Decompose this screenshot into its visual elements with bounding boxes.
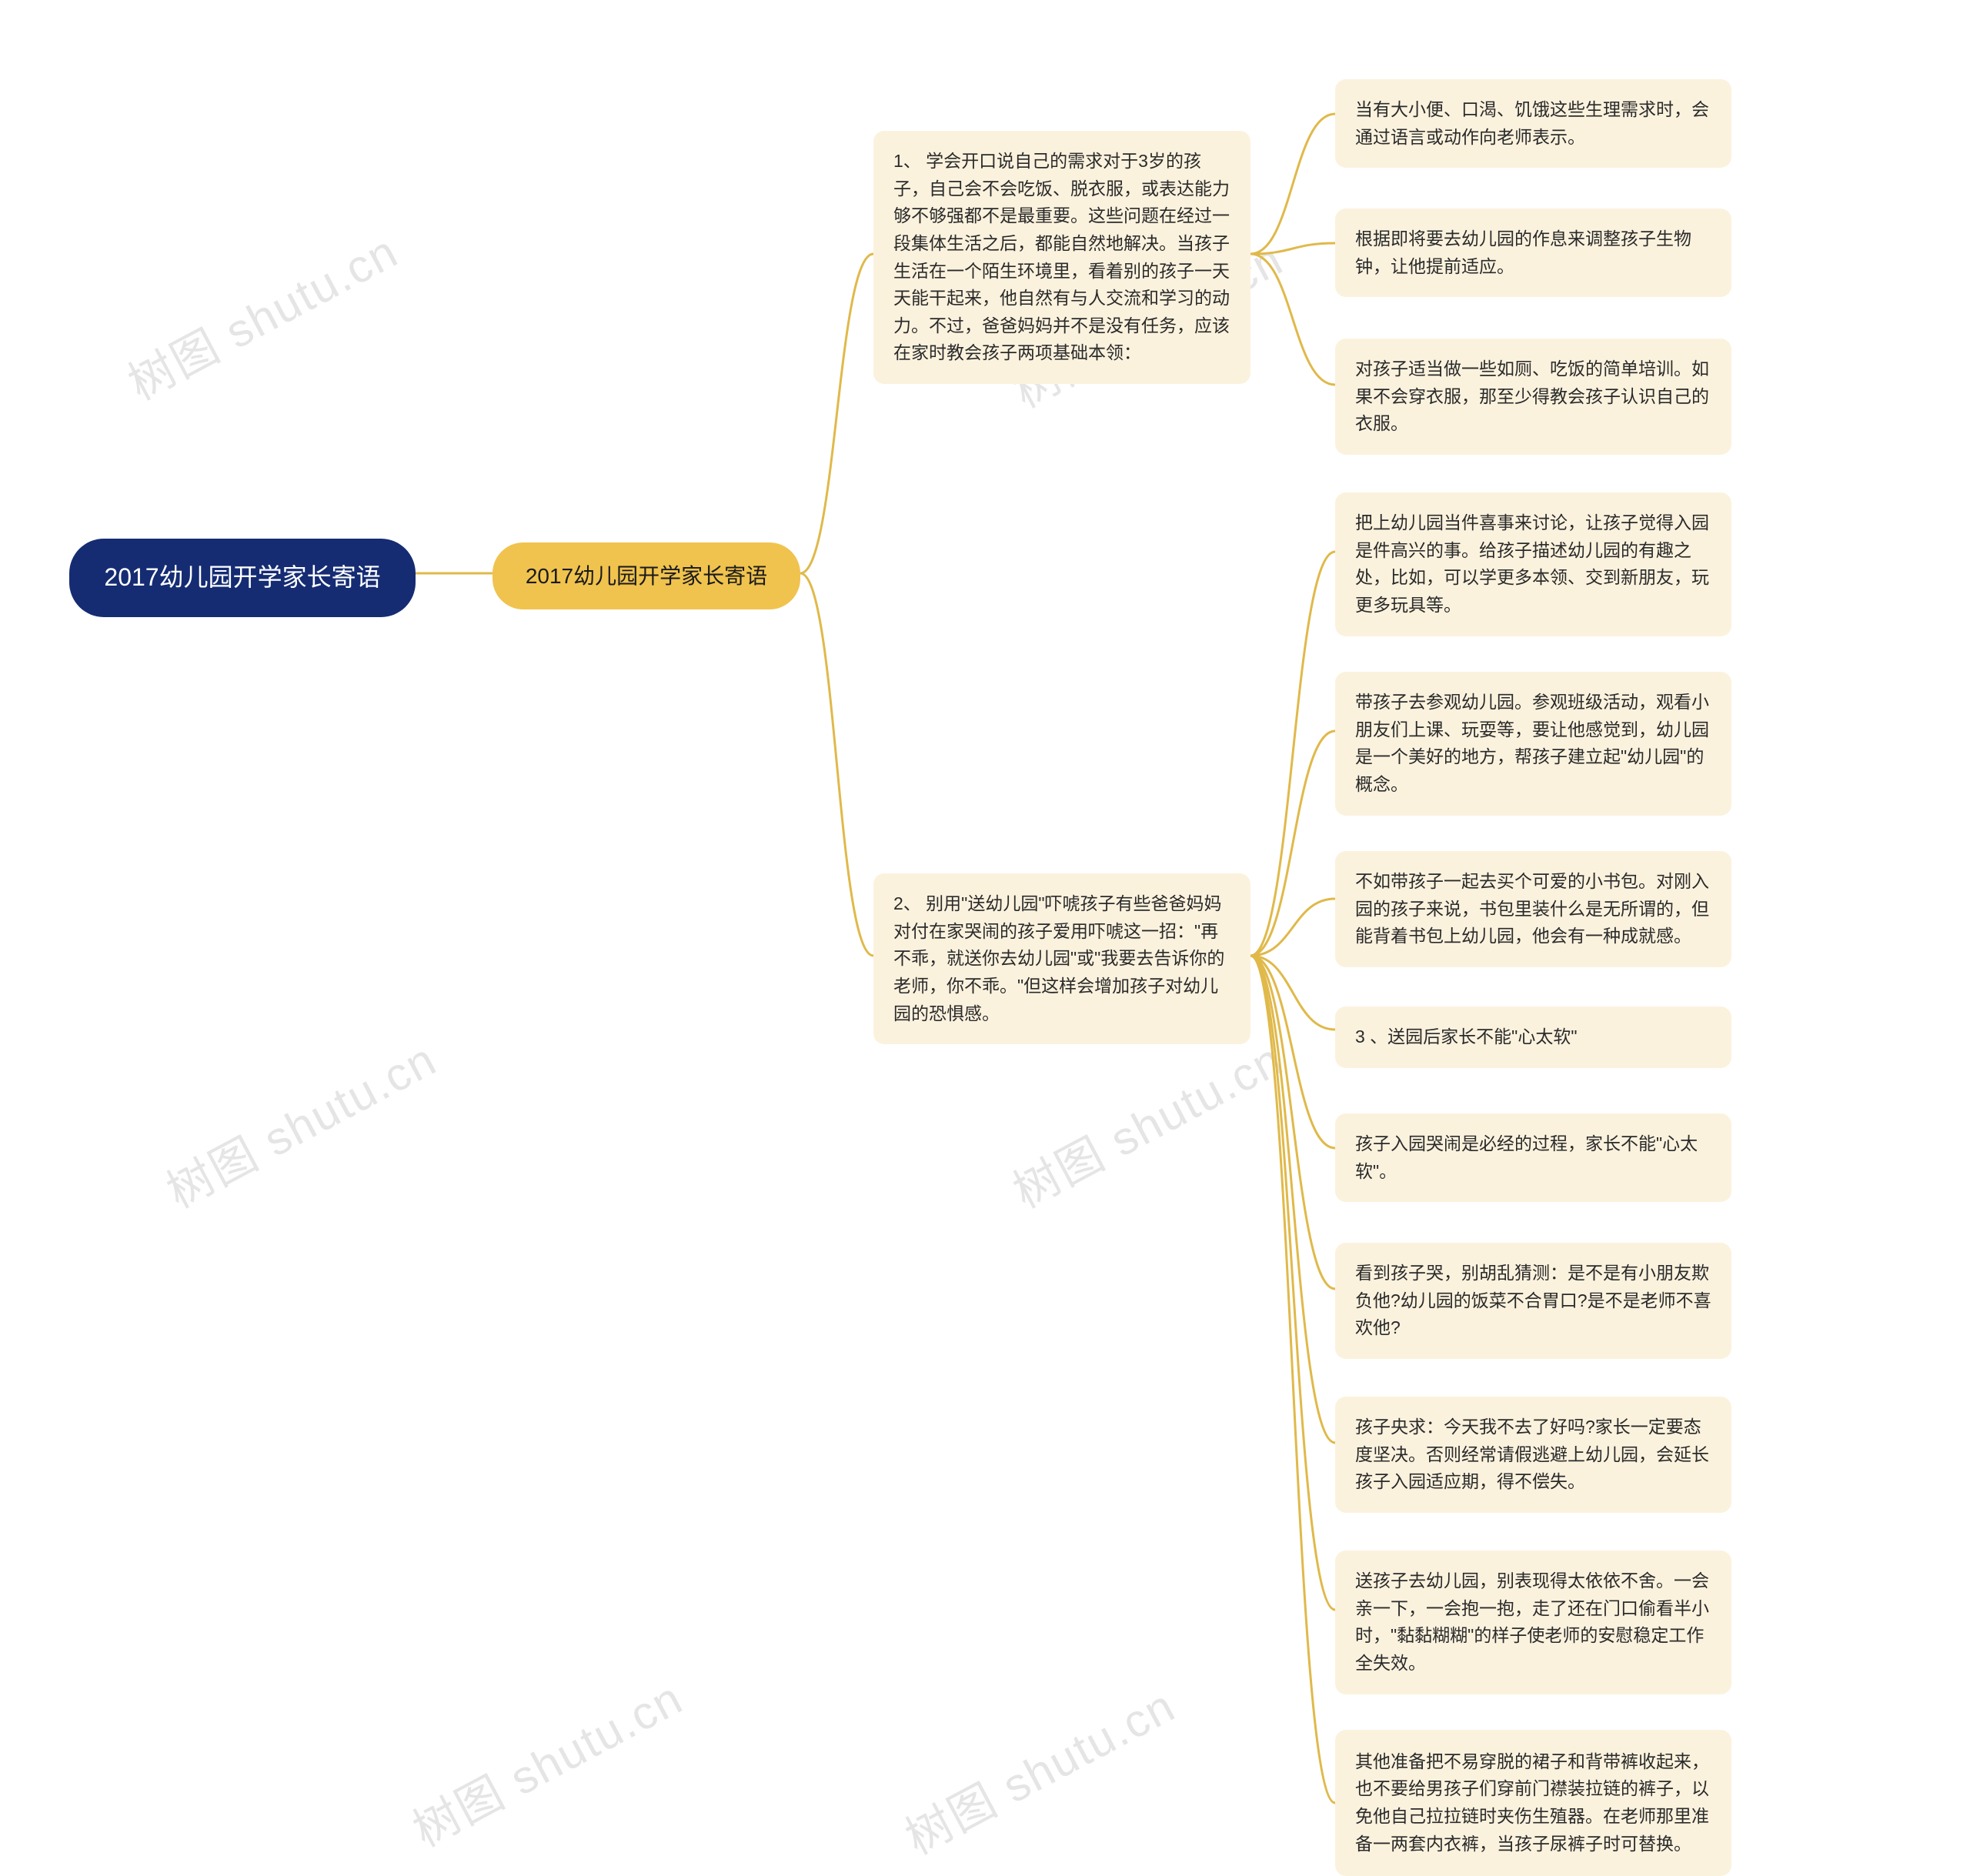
level3-node[interactable]: 对孩子适当做一些如厕、吃饭的简单培训。如果不会穿衣服，那至少得教会孩子认识自己的… [1335, 339, 1731, 455]
edge [800, 254, 873, 573]
level3-node[interactable]: 3 、送园后家长不能"心太软" [1335, 1006, 1731, 1068]
watermark: 树图 shutu.cn [892, 1669, 1185, 1868]
node-label: 把上幼儿园当件喜事来讨论，让孩子觉得入园是件高兴的事。给孩子描述幼儿园的有趣之处… [1355, 509, 1711, 619]
edge [800, 573, 873, 956]
node-label: 2、 别用"送幼儿园"吓唬孩子有些爸爸妈妈对付在家哭闹的孩子爱用吓唬这一招："再… [893, 890, 1230, 1027]
level3-node[interactable]: 送孩子去幼儿园，别表现得太依依不舍。一会亲一下，一会抱一抱，走了还在门口偷看半小… [1335, 1551, 1731, 1694]
level3-node[interactable]: 不如带孩子一起去买个可爱的小书包。对刚入园的孩子来说，书包里装什么是无所谓的，但… [1335, 851, 1731, 967]
node-label: 根据即将要去幼儿园的作息来调整孩子生物钟，让他提前适应。 [1355, 225, 1711, 280]
level3-node[interactable]: 看到孩子哭，别胡乱猜测：是不是有小朋友欺负他?幼儿园的饭菜不合胃口?是不是老师不… [1335, 1243, 1731, 1359]
node-label: 2017幼儿园开学家长寄语 [526, 559, 767, 593]
node-label: 2017幼儿园开学家长寄语 [104, 559, 380, 597]
node-label: 其他准备把不易穿脱的裙子和背带裤收起来，也不要给男孩子们穿前门襟装拉链的裤子，以… [1355, 1748, 1711, 1858]
level3-node[interactable]: 孩子入园哭闹是必经的过程，家长不能"心太软"。 [1335, 1113, 1731, 1202]
edge [1250, 956, 1335, 1289]
root-node[interactable]: 2017幼儿园开学家长寄语 [69, 539, 416, 617]
level3-node[interactable]: 把上幼儿园当件喜事来讨论，让孩子觉得入园是件高兴的事。给孩子描述幼儿园的有趣之处… [1335, 492, 1731, 636]
level1-node[interactable]: 2017幼儿园开学家长寄语 [492, 542, 800, 609]
node-label: 看到孩子哭，别胡乱猜测：是不是有小朋友欺负他?幼儿园的饭菜不合胃口?是不是老师不… [1355, 1260, 1711, 1342]
edge [1250, 552, 1335, 956]
node-label: 1、 学会开口说自己的需求对于3岁的孩子，自己会不会吃饭、脱衣服，或表达能力够不… [893, 148, 1230, 367]
node-label: 送孩子去幼儿园，别表现得太依依不舍。一会亲一下，一会抱一抱，走了还在门口偷看半小… [1355, 1567, 1711, 1677]
level3-node[interactable]: 根据即将要去幼儿园的作息来调整孩子生物钟，让他提前适应。 [1335, 209, 1731, 297]
edge [1250, 114, 1335, 254]
level3-node[interactable]: 当有大小便、口渴、饥饿这些生理需求时，会通过语言或动作向老师表示。 [1335, 79, 1731, 168]
watermark: 树图 shutu.cn [115, 215, 408, 413]
edge [1250, 731, 1335, 956]
watermark: 树图 shutu.cn [153, 1023, 446, 1221]
edge [1250, 956, 1335, 1610]
edge [1250, 956, 1335, 1443]
node-label: 当有大小便、口渴、饥饿这些生理需求时，会通过语言或动作向老师表示。 [1355, 96, 1711, 151]
edge [1250, 956, 1335, 1030]
node-label: 孩子央求：今天我不去了好吗?家长一定要态度坚决。否则经常请假逃避上幼儿园，会延长… [1355, 1414, 1711, 1496]
edge [1250, 899, 1335, 956]
watermark: 树图 shutu.cn [399, 1661, 693, 1860]
level3-node[interactable]: 其他准备把不易穿脱的裙子和背带裤收起来，也不要给男孩子们穿前门襟装拉链的裤子，以… [1335, 1730, 1731, 1876]
edge [1250, 243, 1335, 254]
node-label: 带孩子去参观幼儿园。参观班级活动，观看小朋友们上课、玩耍等，要让他感觉到，幼儿园… [1355, 689, 1711, 799]
node-label: 3 、送园后家长不能"心太软" [1355, 1023, 1578, 1051]
level3-node[interactable]: 带孩子去参观幼儿园。参观班级活动，观看小朋友们上课、玩耍等，要让他感觉到，幼儿园… [1335, 672, 1731, 816]
level2-node[interactable]: 1、 学会开口说自己的需求对于3岁的孩子，自己会不会吃饭、脱衣服，或表达能力够不… [873, 131, 1250, 384]
node-label: 孩子入园哭闹是必经的过程，家长不能"心太软"。 [1355, 1130, 1711, 1185]
edge [1250, 254, 1335, 385]
edge [1250, 956, 1335, 1148]
watermark: 树图 shutu.cn [1000, 1023, 1293, 1221]
node-label: 对孩子适当做一些如厕、吃饭的简单培训。如果不会穿衣服，那至少得教会孩子认识自己的… [1355, 356, 1711, 438]
mindmap-canvas: 树图 shutu.cn树图 shutu.cn树图 shutu.cn树图 shut… [0, 0, 1970, 1807]
node-label: 不如带孩子一起去买个可爱的小书包。对刚入园的孩子来说，书包里装什么是无所谓的，但… [1355, 868, 1711, 950]
edge [1250, 956, 1335, 1803]
level3-node[interactable]: 孩子央求：今天我不去了好吗?家长一定要态度坚决。否则经常请假逃避上幼儿园，会延长… [1335, 1397, 1731, 1513]
level2-node[interactable]: 2、 别用"送幼儿园"吓唬孩子有些爸爸妈妈对付在家哭闹的孩子爱用吓唬这一招："再… [873, 873, 1250, 1044]
